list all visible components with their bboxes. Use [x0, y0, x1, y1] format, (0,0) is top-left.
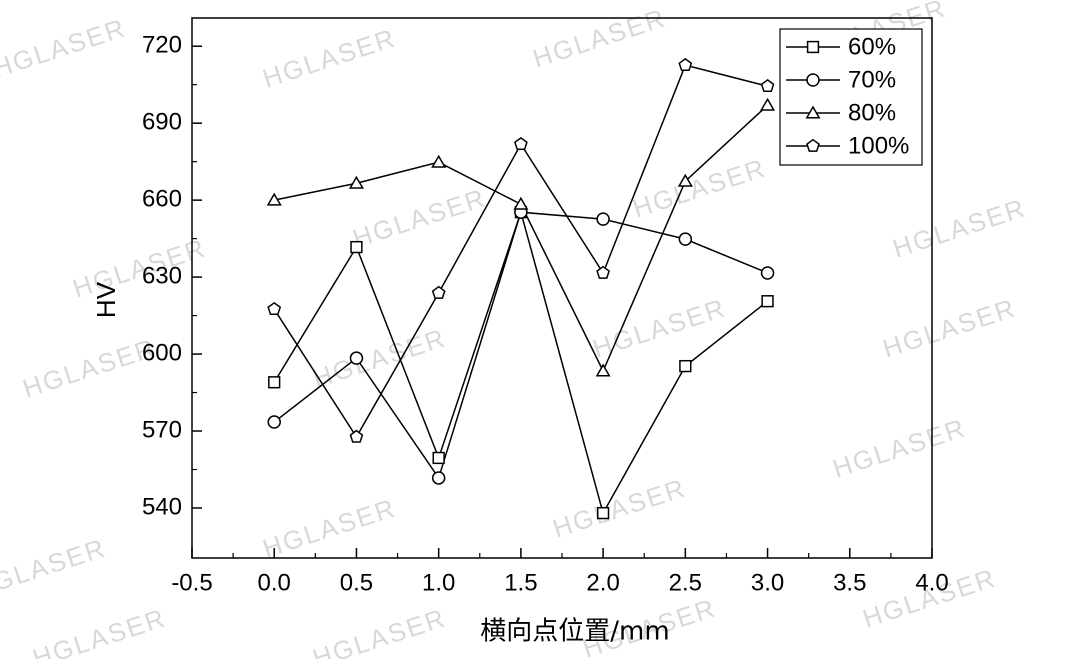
- legend-marker: [806, 40, 820, 54]
- data-point: [350, 240, 363, 254]
- watermark: HGLASER: [259, 492, 400, 563]
- data-point: [348, 175, 365, 189]
- series-line: [273, 211, 768, 480]
- data-point: [596, 265, 610, 279]
- watermark: HGLASER: [889, 192, 1030, 263]
- legend-label: 100%: [848, 132, 909, 159]
- data-point: [596, 506, 610, 520]
- data-point: [677, 173, 693, 187]
- legend-marker: [806, 73, 820, 87]
- watermark: HGLASER: [29, 602, 170, 659]
- data-point: [267, 301, 282, 316]
- x-tick-label: 1.0: [422, 569, 455, 596]
- x-tick-label: 2.0: [586, 569, 619, 596]
- data-point: [678, 57, 693, 72]
- data-point: [760, 78, 775, 93]
- data-point: [349, 351, 364, 365]
- watermark: HGLASER: [829, 412, 970, 483]
- data-point: [266, 192, 282, 206]
- x-tick-label: 2.5: [669, 569, 702, 596]
- watermark: HGLASER: [589, 292, 730, 363]
- x-tick-label: 4.0: [915, 569, 948, 596]
- data-point: [761, 295, 774, 308]
- watermark: HGLASER: [529, 2, 670, 73]
- watermark: HGLASER: [349, 182, 490, 253]
- data-point: [349, 429, 364, 443]
- legend-label: 80%: [848, 99, 896, 126]
- data-point: [760, 266, 775, 280]
- y-tick-label: 630: [142, 262, 182, 289]
- x-tick-label: 0.5: [340, 569, 373, 596]
- data-point: [431, 471, 446, 485]
- x-axis-label: 横向点位置/mm: [480, 617, 669, 647]
- legend-box: [779, 28, 923, 166]
- watermark: HGLASER: [259, 22, 400, 93]
- data-point: [595, 363, 611, 377]
- data-point: [678, 232, 693, 246]
- watermark: HGLASER: [309, 602, 450, 659]
- data-point: [596, 212, 610, 226]
- watermark: HGLASER: [19, 332, 160, 403]
- watermark: HGLASER: [309, 322, 450, 393]
- x-tick-label: 0.0: [258, 569, 291, 596]
- watermark: HGLASER: [0, 532, 110, 603]
- data-point: [431, 285, 446, 299]
- x-tick-label: 3.0: [751, 569, 784, 596]
- legend-label: 60%: [848, 33, 896, 60]
- x-tick-label: 1.5: [504, 569, 537, 596]
- data-point: [513, 196, 529, 210]
- x-tick-label: 3.5: [833, 569, 866, 596]
- legend-marker: [805, 105, 821, 119]
- data-point: [679, 359, 692, 373]
- y-tick-label: 570: [142, 416, 182, 443]
- y-tick-label: 660: [142, 185, 182, 212]
- y-axis-label: HV: [91, 281, 121, 318]
- y-tick-label: 690: [142, 109, 182, 136]
- x-tick-label: -0.5: [171, 569, 212, 596]
- data-point: [267, 415, 281, 429]
- data-point: [432, 451, 445, 465]
- legend-marker: [806, 138, 820, 152]
- y-tick-label: 720: [142, 32, 182, 59]
- legend-label: 70%: [848, 66, 896, 93]
- data-point: [268, 376, 281, 389]
- y-tick-label: 540: [142, 493, 182, 520]
- y-tick-label: 600: [142, 339, 182, 366]
- data-point: [759, 97, 776, 111]
- watermark: HGLASER: [0, 12, 130, 83]
- data-point: [514, 136, 528, 151]
- data-point: [431, 154, 447, 168]
- watermark: HGLASER: [879, 292, 1020, 363]
- watermark: HGLASER: [629, 152, 770, 223]
